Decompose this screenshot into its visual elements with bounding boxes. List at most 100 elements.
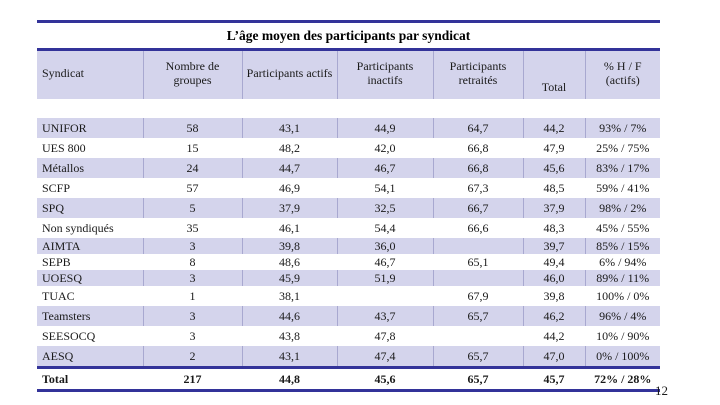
cell-hf: 85% / 15%: [585, 238, 660, 254]
table-row: Métallos 24 44,7 46,7 66,8 45,6 83% / 17%: [37, 158, 660, 178]
cell-groupes: 24: [143, 158, 243, 178]
cell-retraites: 67,9: [467, 288, 489, 303]
cell-actifs: 44,8: [242, 367, 337, 392]
cell-retraites: 65,7: [433, 306, 524, 326]
cell-total: 39,7: [523, 238, 586, 254]
table-row-total: Total 217 44,8 45,6 65,7 45,7 72% / 28%: [37, 367, 660, 392]
table-row: AIMTA 3 39,8 36,0 39,7 85% / 15%: [37, 238, 660, 254]
cell-groupes: 57: [186, 180, 199, 195]
cell-inactifs: 45,6: [337, 367, 433, 392]
table-row: UOESQ 3 45,9 51,9 46,0 89% / 11%: [37, 270, 660, 286]
table-row: TUAC 1 38,1 67,9 39,8 100% / 0%: [37, 286, 660, 306]
cell-retraites: [433, 238, 524, 254]
cell-hf: 93% / 7%: [585, 118, 660, 138]
table-row: UNIFOR 58 43,1 44,9 64,7 44,2 93% / 7%: [37, 118, 660, 138]
cell-syndicat: AESQ: [37, 346, 144, 369]
cell-groupes: 3: [143, 238, 243, 254]
cell-syndicat: SPQ: [37, 198, 144, 218]
cell-inactifs: 46,7: [374, 254, 396, 269]
column-header-hf: % H / F (actifs): [585, 51, 660, 99]
cell-groupes: 3: [143, 270, 243, 286]
table-row: SPQ 5 37,9 32,5 66,7 37,9 98% / 2%: [37, 198, 660, 218]
column-header-retraites: Participants retraités: [433, 51, 524, 99]
cell-retraites: 65,1: [467, 254, 489, 269]
cell-hf: 72% / 28%: [585, 367, 660, 392]
table-row: UES 800 15 48,2 42,0 66,8 47,9 25% / 75%: [37, 138, 660, 158]
cell-total: 47,9: [543, 140, 565, 155]
cell-hf: 45% / 55%: [596, 220, 650, 235]
cell-retraites: 67,3: [467, 180, 489, 195]
cell-hf: 59% / 41%: [596, 180, 650, 195]
cell-hf: 83% / 17%: [585, 158, 660, 178]
cell-inactifs: 54,1: [374, 180, 396, 195]
cell-syndicat: Total: [37, 367, 143, 392]
cell-retraites: 64,7: [433, 118, 524, 138]
cell-syndicat: TUAC: [42, 288, 75, 303]
cell-groupes: 58: [143, 118, 243, 138]
cell-actifs: 37,9: [242, 198, 338, 218]
cell-actifs: 46,1: [279, 220, 300, 235]
column-header-syndicat: Syndicat: [37, 51, 144, 99]
cell-total: 48,3: [543, 220, 565, 235]
cell-total: 37,9: [523, 198, 586, 218]
cell-hf: 6% / 94%: [599, 254, 647, 269]
cell-inactifs: 47,4: [337, 346, 434, 369]
cell-hf: 25% / 75%: [596, 140, 650, 155]
cell-syndicat: Teamsters: [37, 306, 144, 326]
cell-inactifs: 54,4: [374, 220, 396, 235]
cell-groupes: 15: [186, 140, 199, 155]
table-row: Teamsters 3 44,6 43,7 65,7 46,2 96% / 4%: [37, 306, 660, 326]
cell-retraites: 66,6: [467, 220, 489, 235]
cell-total: 39,8: [543, 288, 565, 303]
cell-syndicat: Non syndiqués: [42, 220, 114, 235]
cell-inactifs: 42,0: [374, 140, 396, 155]
cell-actifs: 45,9: [242, 270, 338, 286]
cell-inactifs: 44,9: [337, 118, 434, 138]
cell-groupes: 2: [143, 346, 243, 369]
cell-total: 47,0: [523, 346, 586, 369]
spacer-row: [37, 99, 660, 118]
table-row: SEESOCQ 3 43,8 47,8 44,2 10% / 90%: [37, 326, 660, 346]
cell-hf: 10% / 90%: [596, 328, 650, 343]
cell-syndicat: UES 800: [42, 140, 86, 155]
table-body: UNIFOR 58 43,1 44,9 64,7 44,2 93% / 7% UES 800 1…: [37, 99, 660, 392]
title-band: L’âge moyen des participants par syndica…: [37, 23, 660, 48]
cell-hf: 100% / 0%: [596, 288, 650, 303]
cell-total: 46,2: [523, 306, 586, 326]
cell-total: 48,5: [543, 180, 565, 195]
cell-actifs: 39,8: [242, 238, 338, 254]
column-header-inactifs: Participants inactifs: [337, 51, 434, 99]
cell-syndicat: SEPB: [42, 254, 71, 269]
cell-hf: 98% / 2%: [585, 198, 660, 218]
cell-total: 46,0: [523, 270, 586, 286]
cell-total: 44,2: [523, 118, 586, 138]
column-header-actifs: Participants actifs: [242, 51, 338, 99]
cell-groupes: 5: [143, 198, 243, 218]
cell-retraites: 66,7: [433, 198, 524, 218]
header-row: Syndicat Nombre de groupes Participants …: [37, 51, 660, 99]
cell-syndicat: Métallos: [37, 158, 144, 178]
column-header-groupes: Nombre de groupes: [143, 51, 243, 99]
cell-inactifs: 51,9: [337, 270, 434, 286]
cell-retraites: [433, 326, 523, 346]
cell-actifs: 44,7: [242, 158, 338, 178]
cell-retraites: [433, 270, 524, 286]
cell-hf: 96% / 4%: [585, 306, 660, 326]
table-header: Syndicat Nombre de groupes Participants …: [37, 51, 660, 99]
page-number: 12: [655, 383, 668, 398]
cell-inactifs: 36,0: [337, 238, 434, 254]
table-row: Non syndiqués 35 46,1 54,4 66,6 48,3 45% / 55%: [37, 218, 660, 238]
spacer-cell: [37, 99, 660, 118]
cell-inactifs: 32,5: [337, 198, 434, 218]
age-table-container: L’âge moyen des participants par syndica…: [37, 20, 660, 392]
cell-syndicat: SCFP: [42, 180, 71, 195]
cell-actifs: 48,6: [279, 254, 300, 269]
cell-inactifs: 47,8: [374, 328, 396, 343]
cell-retraites: 66,8: [433, 158, 524, 178]
cell-total: 44,2: [543, 328, 565, 343]
cell-inactifs: [337, 286, 433, 306]
cell-syndicat: UOESQ: [37, 270, 144, 286]
table-row: AESQ 2 43,1 47,4 65,7 47,0 0% / 100%: [37, 346, 660, 369]
cell-actifs: 43,8: [279, 328, 300, 343]
